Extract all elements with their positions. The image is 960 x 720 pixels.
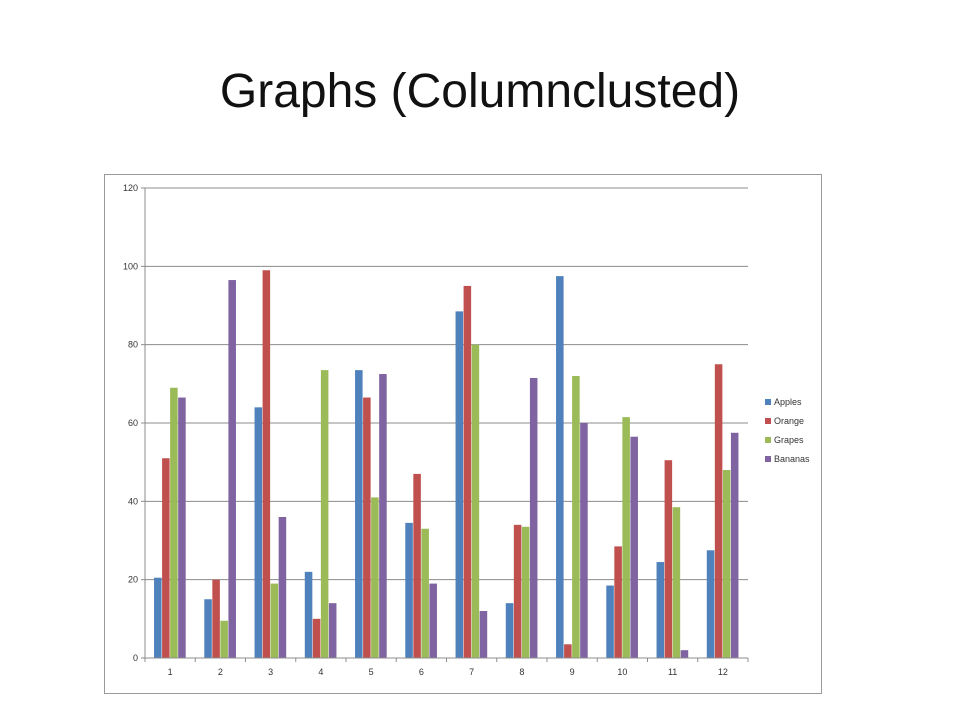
bar-orange-10 <box>614 546 622 658</box>
x-tick-label: 1 <box>168 667 173 677</box>
y-tick-label: 0 <box>133 653 138 663</box>
y-tick-label: 60 <box>128 418 138 428</box>
x-tick-label: 6 <box>419 667 424 677</box>
legend-label-grapes: Grapes <box>774 435 804 445</box>
bar-apples-6 <box>405 522 413 658</box>
slide-title: Graphs (Columnclusted) <box>219 65 741 118</box>
bar-orange-8 <box>513 524 522 658</box>
bar-apples-1 <box>154 577 162 658</box>
bar-orange-5 <box>363 397 371 658</box>
bar-orange-3 <box>262 270 271 658</box>
legend: Apples Orange Grapes Bananas <box>765 397 810 464</box>
bar-grapes-1 <box>170 387 178 658</box>
legend-swatch-bananas <box>765 456 771 462</box>
bar-apples-8 <box>505 603 514 658</box>
bar-grapes-2 <box>220 620 228 658</box>
bars <box>154 270 739 658</box>
bar-orange-11 <box>664 460 673 658</box>
bar-apples-7 <box>455 311 464 658</box>
bar-orange-2 <box>212 579 220 658</box>
bar-bananas-8 <box>529 377 538 658</box>
y-tick-label: 100 <box>123 261 138 271</box>
x-tick-label: 12 <box>718 667 728 677</box>
y-tick-label: 80 <box>128 340 138 350</box>
legend-swatch-orange <box>765 418 771 424</box>
x-tick-label: 10 <box>617 667 627 677</box>
bar-grapes-11 <box>672 507 681 658</box>
bar-bananas-5 <box>379 374 387 658</box>
y-tick-label: 20 <box>128 575 138 585</box>
gridlines <box>145 187 748 659</box>
y-tick-label: 40 <box>128 496 138 506</box>
legend-swatch-apples <box>765 399 771 405</box>
legend-label-bananas: Bananas <box>774 454 810 464</box>
bar-apples-11 <box>656 562 665 658</box>
bar-orange-6 <box>413 473 421 658</box>
bar-orange-12 <box>714 364 723 658</box>
bar-grapes-3 <box>270 583 279 658</box>
x-tick-label: 11 <box>668 667 677 677</box>
x-tick-label: 5 <box>369 667 374 677</box>
bar-orange-4 <box>312 618 321 658</box>
bar-grapes-5 <box>371 497 379 658</box>
bar-apples-3 <box>254 407 263 658</box>
bar-grapes-8 <box>521 526 530 658</box>
bar-bananas-3 <box>278 517 287 658</box>
bar-bananas-9 <box>580 423 588 658</box>
bar-grapes-9 <box>572 376 580 658</box>
bar-bananas-12 <box>730 432 739 658</box>
legend-swatch-grapes <box>765 437 771 443</box>
bar-orange-1 <box>162 458 170 658</box>
bar-apples-4 <box>304 571 313 658</box>
bar-bananas-2 <box>228 280 236 658</box>
bar-grapes-4 <box>320 370 329 658</box>
x-tick-label: 9 <box>570 667 575 677</box>
bar-orange-9 <box>564 644 572 658</box>
x-tick-label: 8 <box>519 667 524 677</box>
bar-bananas-10 <box>630 436 638 658</box>
bar-orange-7 <box>463 285 472 658</box>
x-tick-label: 7 <box>469 667 474 677</box>
chart-frame: 0 20 40 60 80 100 120 1 2 3 4 5 6 7 8 9 10 11 12 Apples Ora… <box>104 174 822 694</box>
bar-apples-9 <box>556 276 564 658</box>
bar-grapes-7 <box>471 344 480 658</box>
bar-apples-12 <box>706 550 715 658</box>
bar-bananas-1 <box>178 397 186 658</box>
bar-bananas-11 <box>680 650 689 658</box>
bar-bananas-4 <box>328 603 337 658</box>
bar-apples-10 <box>606 585 614 658</box>
x-tick-label: 2 <box>218 667 223 677</box>
bar-grapes-12 <box>722 470 731 658</box>
bar-bananas-7 <box>479 611 488 658</box>
y-tick-label: 120 <box>123 183 138 193</box>
bar-apples-2 <box>204 599 212 658</box>
bar-grapes-6 <box>421 528 429 658</box>
x-tick-label: 3 <box>268 667 273 677</box>
x-tick-label: 4 <box>318 667 323 677</box>
bar-grapes-10 <box>622 417 630 658</box>
bar-bananas-6 <box>429 583 437 658</box>
bar-apples-5 <box>355 370 363 658</box>
legend-label-apples: Apples <box>774 397 802 407</box>
legend-label-orange: Orange <box>774 416 804 426</box>
